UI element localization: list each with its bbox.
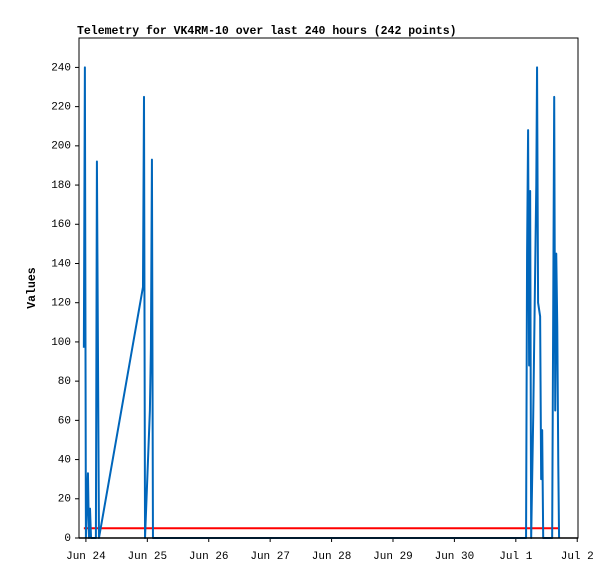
y-tick-label: 0 [64, 533, 71, 545]
x-tick-label: Jun 25 [128, 551, 168, 563]
x-tick-label: Jun 29 [373, 551, 413, 563]
x-tick-label: Jun 26 [189, 551, 229, 563]
data-line [82, 66, 561, 539]
x-tick-label: Jun 30 [435, 551, 475, 563]
x-tick-label: Jul 1 [499, 551, 532, 563]
x-tick-label: Jun 27 [250, 551, 290, 563]
y-tick-label: 120 [51, 298, 71, 310]
y-tick-label: 160 [51, 219, 71, 231]
y-tick-label: 220 [51, 102, 71, 114]
plot-frame [78, 37, 579, 539]
y-tick-label: 180 [51, 180, 71, 192]
y-axis-label: Values [26, 267, 39, 309]
y-tick-label: 140 [51, 258, 71, 270]
y-tick-label: 40 [58, 454, 71, 466]
x-tick-label: Jun 24 [66, 551, 106, 563]
y-tick-label: 80 [58, 376, 71, 388]
y-tick-label: 200 [51, 141, 71, 153]
chart-title: Telemetry for VK4RM-10 over last 240 hou… [77, 25, 457, 38]
y-tick-label: 100 [51, 337, 71, 349]
y-tick-label: 240 [51, 62, 71, 74]
y-tick-label: 20 [58, 494, 71, 506]
y-tick-label: 60 [58, 415, 71, 427]
x-tick-label: Jun 28 [312, 551, 352, 563]
x-tick-label: Jul 2 [561, 551, 594, 563]
